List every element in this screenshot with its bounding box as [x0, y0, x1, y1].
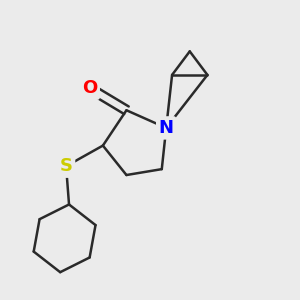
Text: S: S [60, 157, 73, 175]
Text: O: O [82, 79, 97, 97]
Text: N: N [159, 119, 174, 137]
